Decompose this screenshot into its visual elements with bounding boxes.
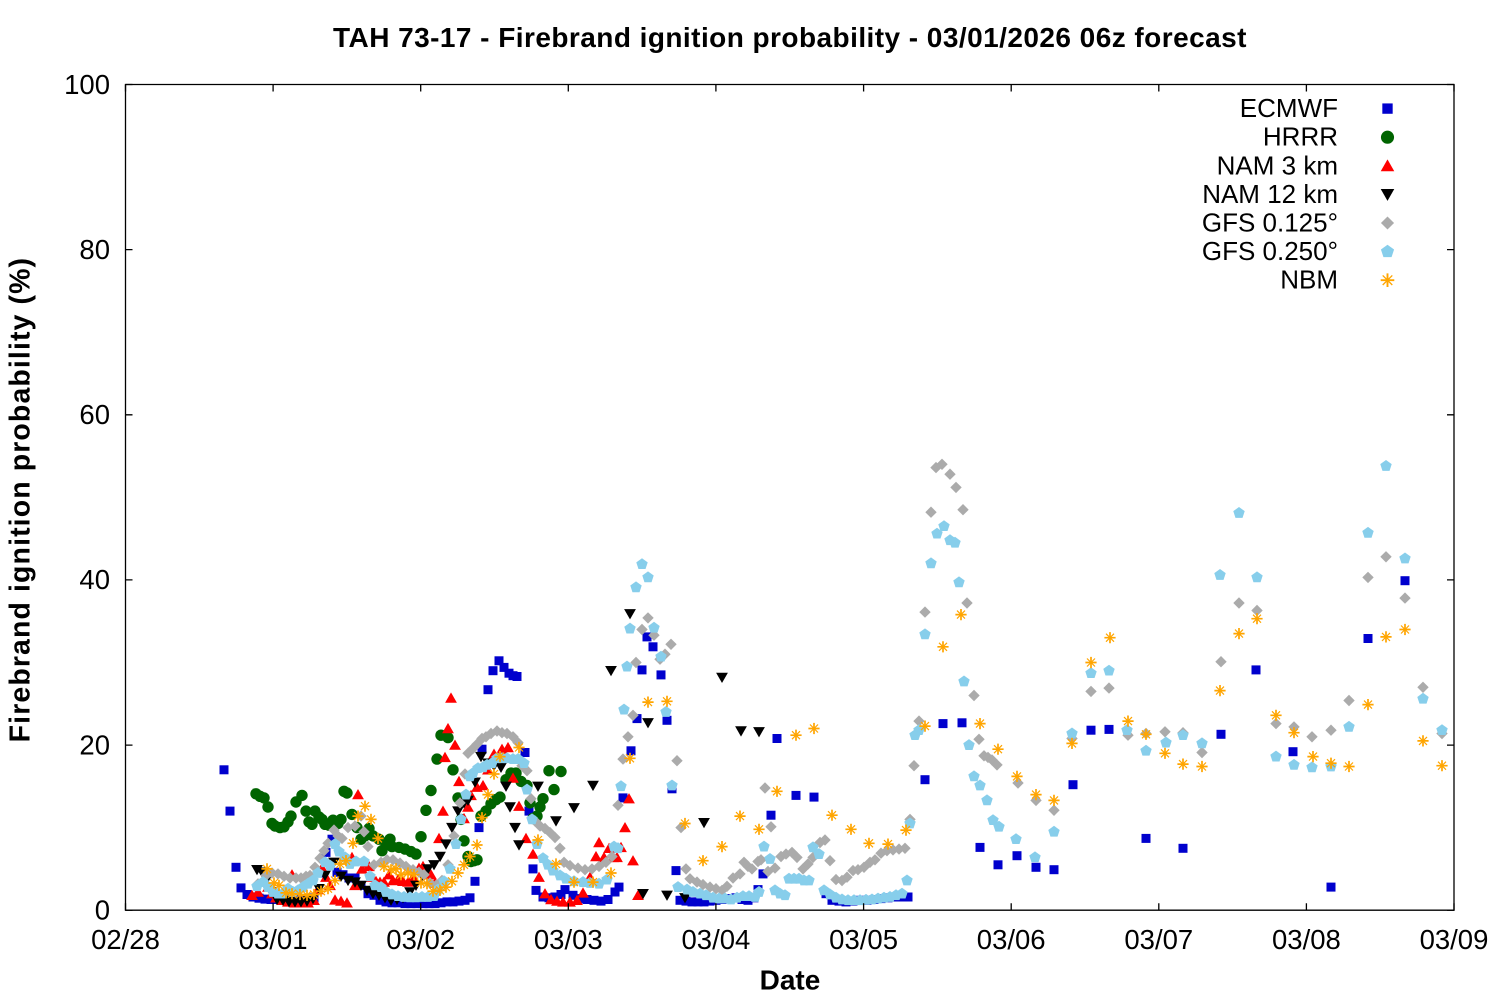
svg-text:03/06: 03/06: [977, 924, 1046, 955]
svg-text:03/03: 03/03: [534, 924, 603, 955]
svg-text:NAM 3 km: NAM 3 km: [1217, 150, 1338, 180]
svg-text:0: 0: [95, 895, 110, 926]
svg-text:HRRR: HRRR: [1263, 122, 1338, 152]
svg-text:03/01: 03/01: [239, 924, 308, 955]
svg-text:03/07: 03/07: [1124, 924, 1193, 955]
svg-text:40: 40: [79, 564, 110, 595]
svg-text:80: 80: [79, 234, 110, 265]
svg-text:03/08: 03/08: [1272, 924, 1341, 955]
svg-text:03/04: 03/04: [681, 924, 750, 955]
svg-text:Firebrand ignition probability: Firebrand ignition probability (%): [4, 257, 36, 742]
svg-text:Date: Date: [760, 965, 821, 996]
svg-text:03/05: 03/05: [829, 924, 898, 955]
svg-text:NAM 12 km: NAM 12 km: [1202, 179, 1338, 209]
svg-text:100: 100: [64, 69, 110, 100]
svg-text:NBM: NBM: [1280, 265, 1338, 295]
svg-text:TAH 73-17 - Firebrand ignition: TAH 73-17 - Firebrand ignition probabili…: [333, 22, 1247, 53]
svg-text:02/28: 02/28: [91, 924, 160, 955]
svg-text:ECMWF: ECMWF: [1240, 93, 1338, 123]
svg-text:60: 60: [79, 399, 110, 430]
svg-text:GFS 0.125°: GFS 0.125°: [1202, 208, 1338, 238]
svg-text:20: 20: [79, 729, 110, 760]
svg-text:GFS 0.250°: GFS 0.250°: [1202, 236, 1338, 266]
svg-text:03/02: 03/02: [386, 924, 455, 955]
svg-text:03/09: 03/09: [1420, 924, 1489, 955]
